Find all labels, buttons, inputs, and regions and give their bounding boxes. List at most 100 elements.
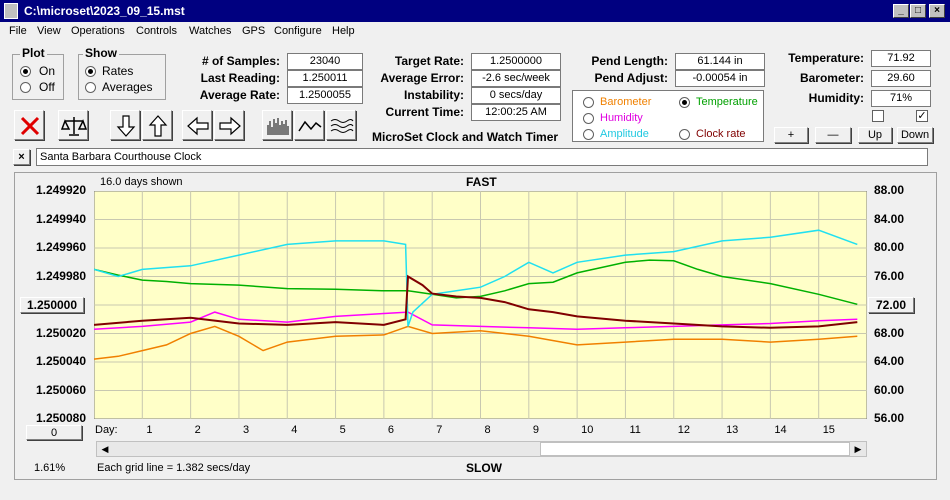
series-line-amplitude — [94, 229, 858, 327]
x-tick-label: 9 — [532, 424, 539, 436]
app-icon — [4, 3, 18, 19]
option-checkbox-1[interactable] — [872, 110, 884, 122]
x-tick-label: 3 — [242, 424, 250, 436]
show-averages-radio[interactable] — [85, 82, 96, 93]
balance-button[interactable] — [58, 110, 88, 140]
x-tick-label: 14 — [774, 424, 787, 436]
current-time-value: 12:00:25 AM — [471, 104, 561, 121]
x-tick-label: 12 — [677, 424, 690, 436]
arrow-right-button[interactable] — [214, 110, 244, 140]
right-tick-label: 76.00 — [874, 268, 905, 283]
legend-amplitude-label: Amplitude — [600, 128, 649, 140]
watch-name-field[interactable]: Santa Barbara Courthouse Clock — [36, 148, 928, 166]
up-button[interactable]: Up — [858, 127, 892, 143]
plot-off-radio[interactable] — [20, 82, 31, 93]
chart-bottom-label: SLOW — [466, 461, 502, 475]
right-tick-label: 84.00 — [874, 211, 905, 226]
title-bar: C:\microset\2023_09_15.mst _ □ × — [0, 0, 950, 22]
left-tick-label: 1.250060 — [35, 382, 86, 397]
plus-button[interactable]: + — [774, 127, 808, 143]
down-button[interactable]: Down — [897, 127, 933, 143]
minimize-button[interactable]: _ — [893, 4, 909, 18]
legend-humidity-label: Humidity — [600, 112, 643, 124]
right-tick-label[interactable]: 72.00 — [868, 297, 914, 313]
horizontal-scrollbar[interactable]: ◀ ▶ — [96, 441, 867, 457]
legend-clock-rate-label: Clock rate — [696, 128, 746, 140]
right-tick-label: 64.00 — [874, 354, 905, 368]
left-tick-label: 1.249940 — [35, 211, 86, 226]
maximize-button[interactable]: □ — [910, 4, 926, 18]
x-tick-label: 8 — [484, 424, 491, 436]
legend-humidity-radio[interactable] — [583, 113, 594, 124]
series-line-clock-rate — [94, 274, 858, 329]
menu-file[interactable]: File — [9, 25, 27, 37]
scroll-thumb[interactable] — [540, 442, 850, 456]
close-button[interactable]: × — [929, 4, 945, 18]
legend-amplitude-radio[interactable] — [583, 129, 594, 140]
show-rates-radio[interactable] — [85, 66, 96, 77]
menu-operations[interactable]: Operations — [71, 25, 125, 37]
series-line-barometer — [94, 325, 858, 360]
menu-controls[interactable]: Controls — [136, 25, 177, 37]
clear-watch-button[interactable]: × — [13, 149, 30, 165]
x-tick-label: 4 — [291, 424, 298, 436]
x-tick-label: 10 — [581, 424, 594, 436]
plot-group-title: Plot — [20, 46, 47, 60]
x-tick-label: 5 — [339, 424, 346, 436]
menu-view[interactable]: View — [37, 25, 61, 37]
app-name: MicroSet Clock and Watch Timer — [372, 130, 559, 144]
average-error-value: -2.6 sec/week — [471, 70, 561, 87]
right-tick-label: 60.00 — [874, 382, 905, 397]
left-tick-label: 1.250080 — [35, 411, 86, 425]
arrow-down-button[interactable] — [110, 110, 140, 140]
left-tick-label: 1.250020 — [35, 325, 86, 340]
series-line-humidity — [94, 311, 858, 330]
wave-view-button[interactable] — [294, 110, 324, 140]
left-tick-label[interactable]: 1.250000 — [20, 297, 84, 313]
temperature-value: 71.92 — [871, 50, 931, 67]
plot-on-label: On — [39, 64, 56, 78]
humidity-label: Humidity: — [808, 91, 864, 105]
arrow-up-button[interactable] — [142, 110, 172, 140]
show-group — [78, 54, 166, 100]
arrow-left-button[interactable] — [182, 110, 212, 140]
x-tick-label: 11 — [629, 424, 641, 436]
legend-barometer-radio[interactable] — [583, 97, 594, 108]
bars-icon — [267, 118, 289, 135]
menu-help[interactable]: Help — [332, 25, 355, 37]
menu-watches[interactable]: Watches — [189, 25, 232, 37]
offset-button[interactable]: 0 — [26, 425, 82, 440]
plot-on-radio[interactable] — [20, 66, 31, 77]
legend-temperature-radio[interactable] — [679, 97, 690, 108]
legend-temperature-label: Temperature — [696, 96, 758, 108]
multiwave-view-button[interactable] — [326, 110, 356, 140]
show-averages-label: Averages — [102, 80, 153, 94]
days-shown: 16.0 days shown — [100, 176, 183, 188]
wave-icon — [298, 120, 322, 132]
series-line-temperature — [94, 259, 858, 306]
scroll-left-icon[interactable]: ◀ — [101, 444, 109, 454]
stop-icon — [20, 116, 40, 136]
menu-gps[interactable]: GPS — [242, 25, 266, 37]
plot-series-selector: Barometer Temperature Humidity Amplitude… — [572, 90, 764, 142]
right-tick-label: 88.00 — [874, 183, 905, 197]
bars-view-button[interactable] — [262, 110, 292, 140]
x-axis-label: Day: — [95, 424, 118, 436]
stop-button[interactable] — [14, 110, 44, 140]
arrow-right-icon — [219, 116, 241, 136]
temperature-label: Temperature: — [788, 51, 864, 65]
last-reading-label: Last Reading: — [200, 71, 280, 85]
minus-button[interactable]: — — [815, 127, 851, 143]
barometer-label: Barometer: — [799, 71, 864, 85]
instability-label: Instability: — [403, 88, 464, 102]
scroll-right-icon[interactable]: ▶ — [854, 444, 862, 454]
pend-adjust-label: Pend Adjust: — [594, 71, 668, 85]
x-tick-label: 6 — [387, 424, 394, 436]
option-checkbox-2[interactable]: ✓ — [916, 110, 928, 122]
legend-clock-rate-radio[interactable] — [679, 129, 690, 140]
average-rate-value: 1.2500055 — [287, 87, 363, 104]
humidity-value: 71% — [871, 90, 931, 107]
instability-value: 0 secs/day — [471, 87, 561, 104]
menu-configure[interactable]: Configure — [274, 25, 322, 37]
arrow-left-icon — [187, 116, 209, 136]
